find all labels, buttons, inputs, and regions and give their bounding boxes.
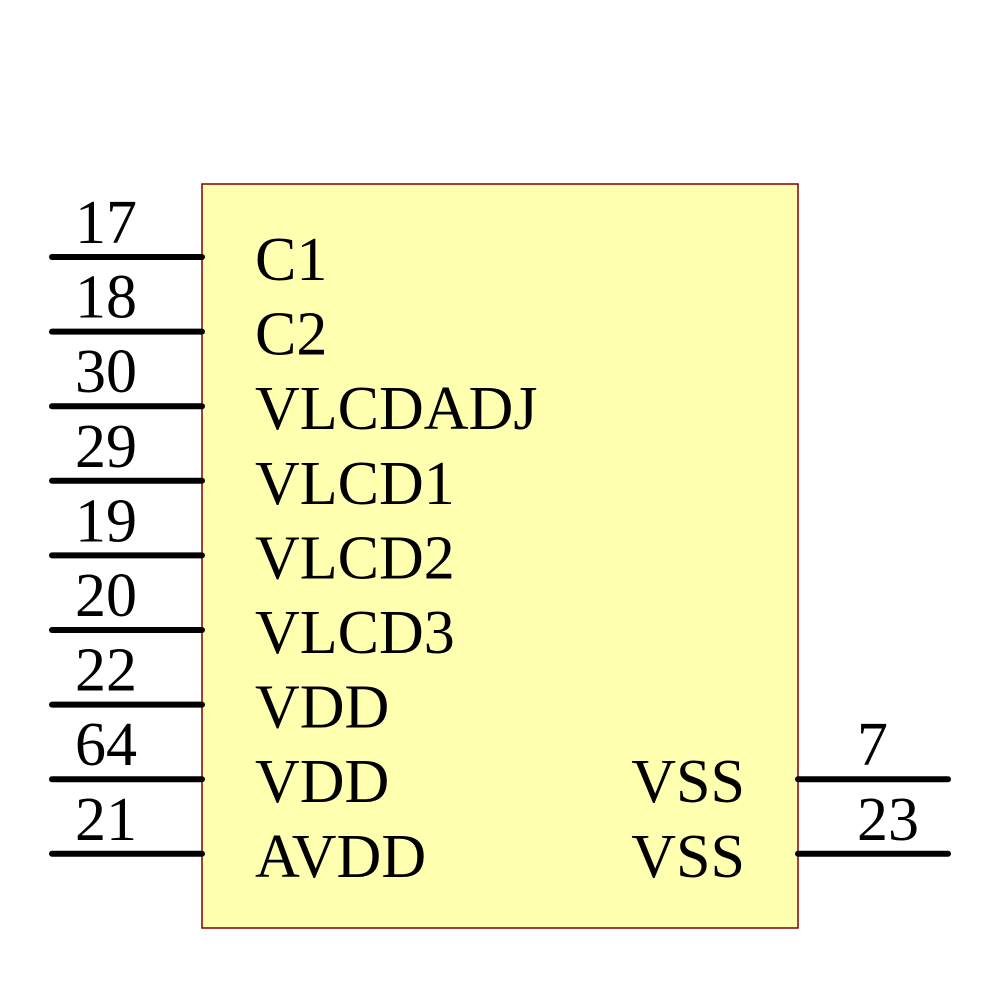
pin-number: 20 — [75, 562, 137, 630]
pin-number: 22 — [75, 637, 137, 705]
pin-number: 17 — [75, 189, 137, 257]
pin-name: VDD — [255, 748, 389, 816]
pin-name: C1 — [255, 226, 327, 294]
pin-number: 29 — [75, 413, 137, 481]
pin-number: 23 — [857, 786, 919, 854]
pin-name: VLCDADJ — [255, 375, 537, 443]
pin-number: 64 — [75, 711, 137, 779]
pin-name: VLCD3 — [255, 599, 455, 667]
pin-name: C2 — [255, 301, 327, 369]
pin-name: VLCD2 — [255, 524, 455, 592]
pin-number: 21 — [75, 786, 137, 854]
pin-number: 19 — [75, 487, 137, 555]
pin-name: VDD — [255, 674, 389, 742]
pin-name: VSS — [631, 748, 745, 816]
pin-number: 18 — [75, 264, 137, 332]
pin-name: AVDD — [255, 823, 426, 891]
pin-name: VSS — [631, 823, 745, 891]
component-body — [201, 183, 799, 929]
pin-name: VLCD1 — [255, 450, 455, 518]
pin-number: 30 — [75, 338, 137, 406]
pin-number: 7 — [857, 711, 888, 779]
